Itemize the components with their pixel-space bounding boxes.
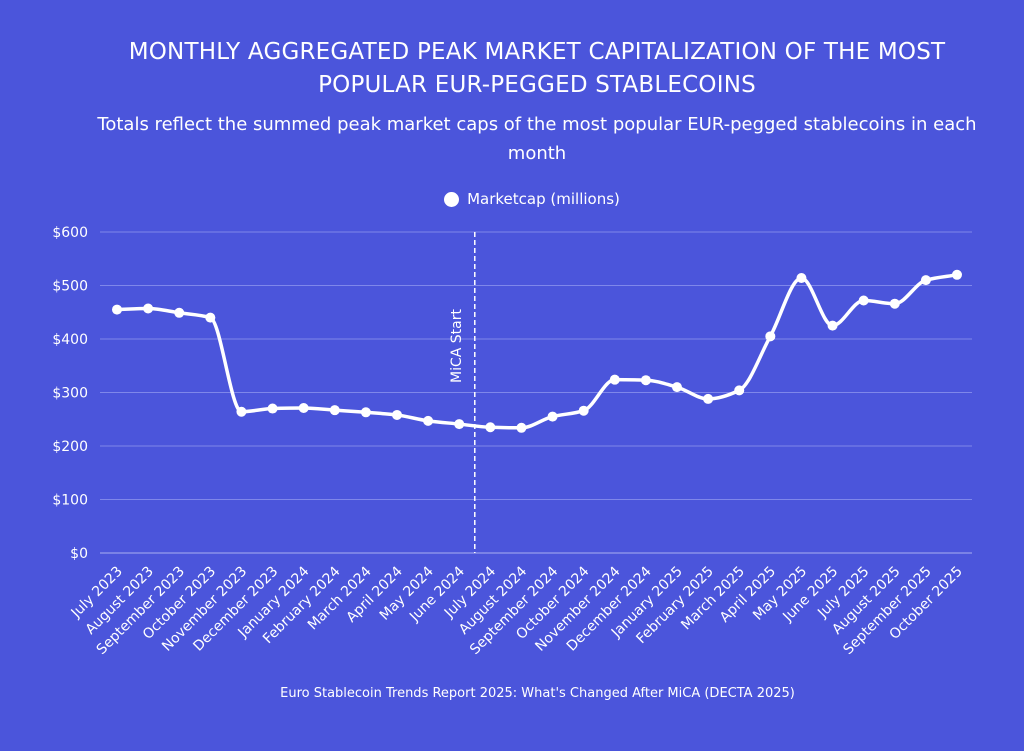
chart-legend[interactable]: Marketcap (millions) [0,190,1024,208]
data-point [640,375,651,386]
data-point [329,405,340,416]
data-point [174,307,185,318]
data-point [423,415,434,426]
y-tick-label: $100 [52,493,88,509]
y-tick-label: $600 [52,225,88,241]
data-point [236,406,247,417]
chart-title: MONTHLY AGGREGATED PEAK MARKET CAPITALIZ… [128,39,946,98]
y-tick-label: $200 [52,439,88,455]
legend-marker-icon [444,191,460,207]
data-point [298,403,309,414]
data-point [392,409,402,420]
data-point [578,405,589,416]
y-tick-label: $0 [70,546,88,562]
y-tick-label: $400 [52,332,88,348]
data-point [205,312,216,323]
data-point [360,407,371,418]
data-point [827,320,838,331]
data-point [485,422,496,433]
mica-start-label: MiCA Start [449,309,465,383]
data-point [143,303,154,314]
data-point [889,298,900,309]
data-point [734,385,745,396]
data-point [703,393,714,404]
data-point [454,419,465,430]
data-point [547,411,558,422]
data-point [609,374,620,385]
data-point [267,403,278,414]
data-point [952,269,962,280]
data-point [112,304,122,315]
data-point [796,273,807,284]
data-point [765,331,776,342]
series-line [115,273,959,430]
chart-source: Euro Stablecoin Trends Report 2025: What… [280,686,795,701]
data-point [858,295,869,306]
chart-subtitle: Totals reflect the summed peak market ca… [97,114,977,164]
y-tick-label: $500 [52,279,88,295]
data-point [516,422,527,433]
data-point [920,275,931,286]
y-tick-label: $300 [52,386,88,402]
legend-label: Marketcap (millions) [467,190,620,208]
data-point [672,382,682,393]
